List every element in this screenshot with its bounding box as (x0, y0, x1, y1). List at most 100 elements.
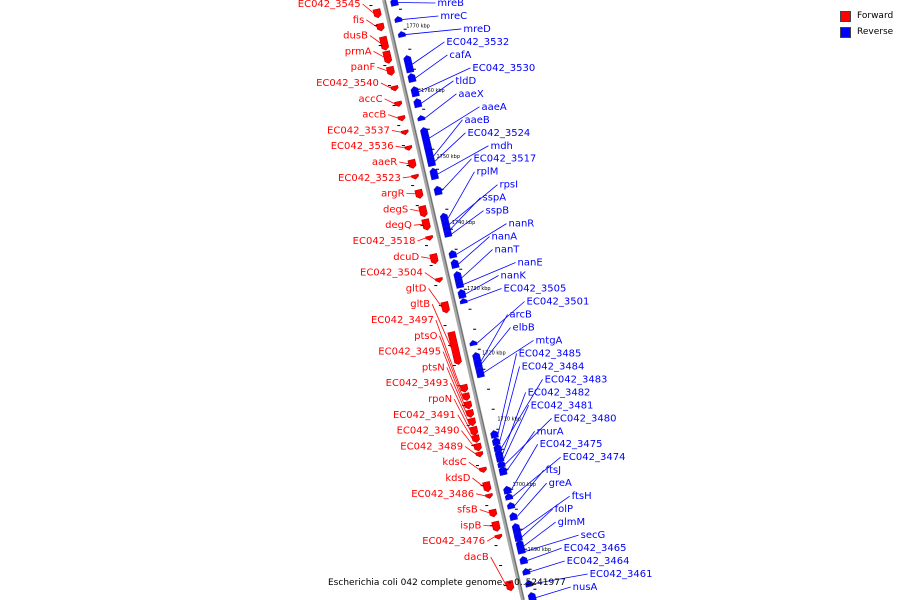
tick-label: 1750 kbp (436, 154, 460, 160)
gene-aaer (407, 158, 417, 169)
legend-reverse: Reverse (840, 25, 893, 39)
tick-label: 1720 kbp (482, 351, 506, 357)
leader-line (461, 249, 493, 279)
gene-label-ec042-3490: EC042_3490 (397, 426, 460, 437)
leader-line (434, 132, 466, 162)
gene-label-nusa: nusA (573, 582, 598, 593)
leader-line (373, 51, 385, 58)
leader-line (535, 586, 571, 599)
gene-label-panf: panF (351, 62, 376, 73)
gene-mred (397, 31, 407, 39)
gene-label-mdh: mdh (490, 141, 512, 152)
leader-line (502, 392, 526, 455)
leader-line (453, 398, 471, 431)
gene-label-prma: prmA (345, 46, 372, 57)
gene-ispb (491, 520, 501, 532)
tick-label: 1710 kbp (497, 417, 521, 423)
leader-line (424, 272, 436, 281)
gene-degq (421, 218, 431, 231)
gene-ec042-3489 (475, 450, 484, 458)
gene-dusb (379, 35, 390, 51)
leader-line (421, 80, 454, 104)
gene-label-ec042-3482: EC042_3482 (528, 387, 591, 398)
gene-label-ec042-3517: EC042_3517 (473, 154, 536, 165)
leader-line (499, 366, 520, 442)
gene-label-degs: degS (383, 204, 408, 215)
gene-ptsn (465, 408, 475, 418)
gene-ec042-3540 (390, 84, 399, 92)
leader-line (468, 461, 480, 471)
leader-line (377, 66, 388, 72)
leader-line (506, 431, 535, 472)
gene-label-aaer: aaeR (372, 157, 397, 168)
gene-label-ptsn: ptsN (422, 362, 445, 373)
gene-dcud (429, 252, 439, 265)
gene-prma (382, 50, 393, 64)
leader-line (362, 3, 374, 14)
gene-degs (418, 204, 428, 218)
gene-label-sspa: sspA (482, 193, 506, 204)
gene-label-mtga: mtgA (536, 335, 563, 346)
gene-label-ec042-3464: EC042_3464 (567, 556, 630, 567)
leader-line (476, 301, 525, 344)
leader-line (415, 54, 448, 79)
gene-label-ec042-3532: EC042_3532 (446, 37, 509, 48)
gene-ec042-3505 (459, 298, 468, 305)
gene-ec042-3491 (471, 434, 480, 443)
leader-line (384, 98, 395, 105)
gene-label-ispb: ispB (460, 520, 481, 531)
leader-line (399, 161, 409, 165)
gene-label-nank: nanK (501, 271, 527, 282)
gene-label-ec042-3495: EC042_3495 (378, 347, 441, 358)
leader-line (369, 35, 381, 44)
leader-line (510, 444, 538, 491)
gene-ec042-3523 (411, 173, 419, 180)
leader-line (512, 456, 561, 498)
leader-line (433, 119, 463, 157)
gene-ec042-3465 (519, 556, 529, 565)
leader-line (428, 288, 443, 308)
leader-line (435, 319, 461, 389)
leader-line (476, 493, 486, 497)
leader-line (380, 82, 392, 89)
leader-line (456, 223, 507, 255)
gene-dacb (505, 579, 515, 592)
gene-label-nana: nanA (492, 232, 518, 243)
gene-label-ftsh: ftsH (572, 491, 592, 502)
gene-ec042-3504 (434, 276, 443, 283)
leader-line (424, 93, 457, 119)
gene-label-fis: fis (353, 15, 365, 26)
leader-line (466, 288, 502, 302)
leader-line (497, 353, 517, 435)
tick-label: 1740 kbp (452, 220, 476, 226)
leader-line (458, 236, 490, 265)
gene-label-ec042-3486: EC042_3486 (411, 489, 474, 500)
gene-label-ec042-3489: EC042_3489 (400, 441, 463, 452)
gene-label-ec042-3504: EC042_3504 (360, 268, 423, 279)
gene-label-ec042-3484: EC042_3484 (522, 361, 585, 372)
leader-line (532, 573, 588, 585)
gene-argr (414, 188, 424, 199)
gene-accb (397, 114, 406, 122)
tick-label: 1730 kbp (467, 286, 491, 292)
leader-line (446, 367, 467, 414)
gene-label-ec042-3537: EC042_3537 (327, 125, 390, 136)
gene-kdsc (478, 466, 487, 473)
gene-label-arcb: arcB (510, 309, 533, 320)
leader-line (461, 430, 475, 448)
gene-gltb (447, 330, 462, 365)
gene-label-ec042-3540: EC042_3540 (316, 78, 379, 89)
leader-line (402, 176, 412, 179)
leader-line (481, 327, 511, 364)
gene-ec042-3476 (494, 533, 503, 540)
gene-mura (498, 466, 508, 477)
leader-line (457, 414, 473, 439)
leader-line (441, 158, 472, 192)
leader-line (437, 145, 489, 175)
leader-line (413, 223, 423, 226)
tick-label: 1700 kbp (513, 482, 537, 488)
leader-line (483, 340, 534, 374)
gene-fis (375, 22, 385, 32)
leader-line (439, 335, 463, 397)
